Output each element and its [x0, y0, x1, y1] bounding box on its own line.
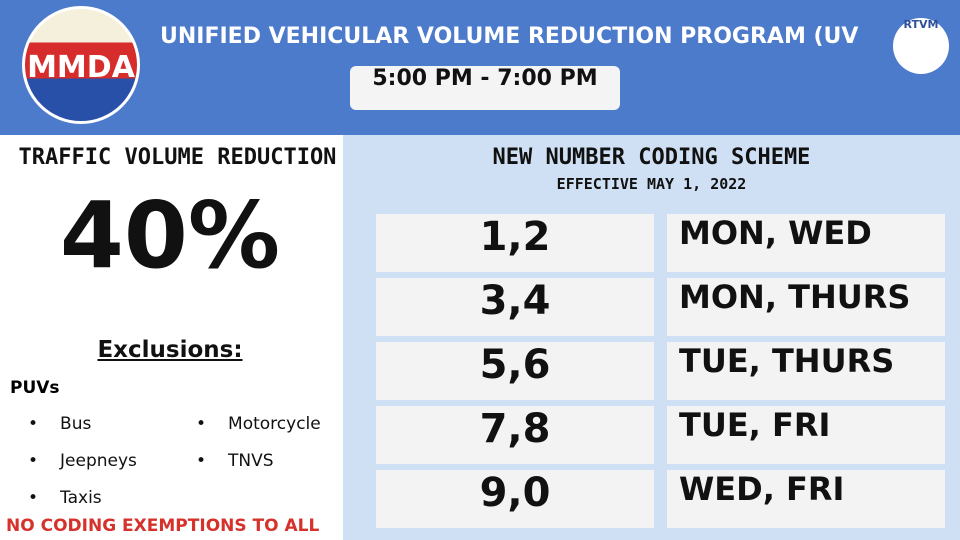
logo [22, 6, 140, 124]
left-heading: TRAFFIC VOLUME REDUCTION [18, 145, 337, 170]
logo-text: MMDA [27, 50, 135, 85]
coding-days: TUE, THURS [667, 342, 945, 400]
time-box: 5:00 PM - 7:00 PM [350, 66, 620, 110]
coding-days: WED, FRI [667, 470, 945, 528]
plate-digits: 9,0 [376, 470, 654, 528]
footer-note: NO CODING EXEMPTIONS TO ALL [6, 516, 320, 536]
plate-digits: 1,2 [376, 214, 654, 272]
exclusions-title: Exclusions: [97, 337, 243, 363]
badge: RTVM [893, 18, 949, 74]
coding-days: MON, THURS [667, 278, 945, 336]
scheme-subtitle: EFFECTIVE MAY 1, 2022 [556, 175, 747, 193]
exclusion-item: Bus [28, 414, 91, 434]
plate-digits: 3,4 [376, 278, 654, 336]
plate-digits: 7,8 [376, 406, 654, 464]
exclusion-item: Taxis [28, 488, 102, 508]
plate-digits: 5,6 [376, 342, 654, 400]
group-label: PUVs [10, 378, 60, 398]
title: UNIFIED VEHICULAR VOLUME REDUCTION PROGR… [160, 24, 859, 49]
coding-days: MON, WED [667, 214, 945, 272]
coding-days: TUE, FRI [667, 406, 945, 464]
scheme-title: NEW NUMBER CODING SCHEME [492, 145, 811, 170]
reduction-figure: 40% [59, 182, 281, 289]
exclusion-item: TNVS [196, 451, 274, 471]
exclusion-item: Jeepneys [28, 451, 137, 471]
exclusion-item: Motorcycle [196, 414, 321, 434]
